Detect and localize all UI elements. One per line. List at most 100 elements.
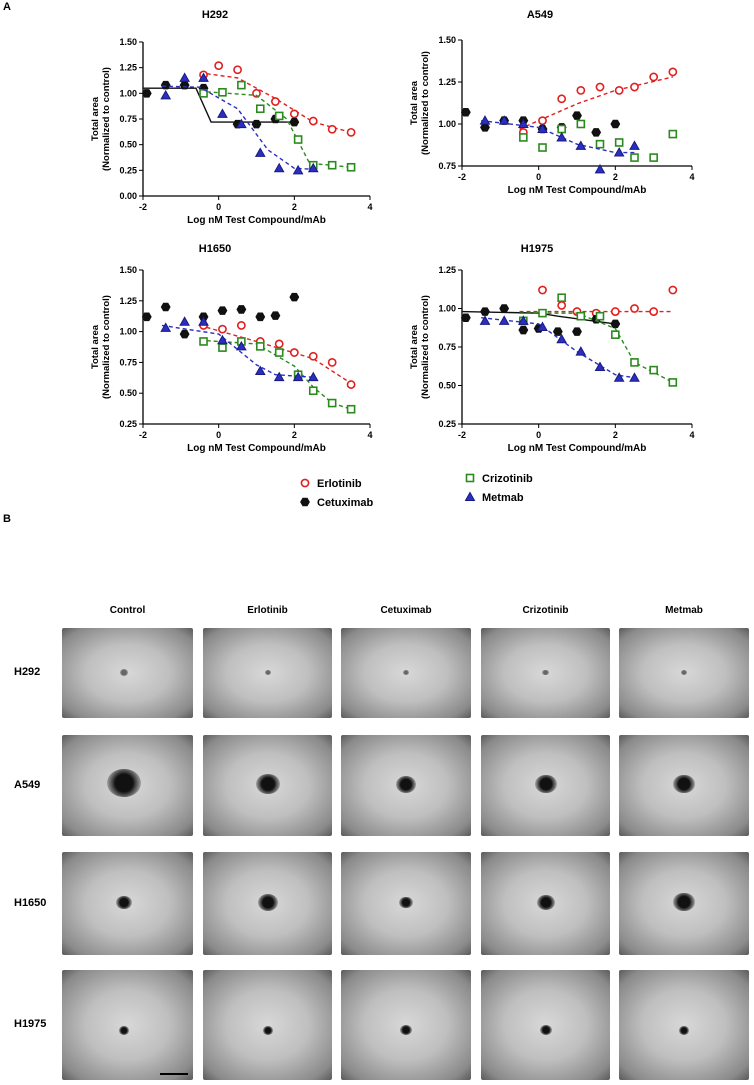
y-tick-label: 1.25: [119, 63, 137, 73]
y-axis-label: Total area: [409, 80, 420, 125]
spheroid: [118, 1026, 129, 1035]
marker: [308, 351, 318, 361]
marker: [537, 321, 548, 331]
marker: [498, 315, 510, 325]
marker: [572, 111, 582, 120]
marker: [613, 372, 625, 382]
marker: [179, 316, 190, 326]
marker: [289, 348, 299, 357]
marker: [217, 306, 228, 315]
y-axis-label: (Normalized to control): [420, 51, 431, 155]
y-tick-label: 0.50: [438, 381, 456, 391]
marker: [668, 67, 678, 77]
x-axis-label: Log nM Test Compound/mAb: [508, 443, 647, 454]
legend-label: Crizotinib: [482, 473, 533, 485]
marker: [610, 119, 621, 129]
micrograph: [481, 735, 610, 836]
micrograph: [481, 852, 610, 955]
marker: [594, 361, 606, 372]
micrograph: [619, 628, 749, 718]
x-axis-label: Log nM Test Compound/mAb: [187, 215, 326, 226]
legend-marker: [300, 478, 310, 488]
marker: [668, 378, 678, 387]
marker: [668, 129, 678, 139]
marker: [273, 371, 285, 382]
marker: [556, 333, 568, 344]
spheroid: [106, 768, 141, 798]
x-tick-label: 2: [292, 430, 297, 440]
marker: [614, 86, 624, 95]
marker: [327, 160, 337, 170]
y-tick-label: 0.50: [119, 140, 137, 150]
marker: [595, 82, 605, 92]
panel-label: B: [3, 513, 11, 525]
legend-marker: [464, 491, 476, 501]
marker: [217, 334, 228, 345]
spheroid: [399, 896, 413, 909]
fit-line: [143, 87, 295, 123]
y-axis-label: Total area: [409, 324, 420, 369]
marker: [518, 325, 529, 335]
marker: [519, 133, 528, 142]
marker: [610, 307, 620, 316]
y-tick-label: 0.75: [119, 357, 137, 367]
marker: [610, 319, 621, 329]
marker: [160, 302, 171, 312]
marker: [346, 162, 356, 172]
legend-label: Metmab: [482, 492, 524, 504]
y-tick-label: 1.00: [119, 88, 137, 98]
spheroid: [255, 773, 280, 794]
x-tick-label: 2: [292, 202, 297, 212]
x-tick-label: -2: [458, 430, 466, 440]
y-tick-label: 1.25: [119, 296, 137, 306]
marker: [254, 147, 266, 157]
y-axis-label: (Normalized to control): [101, 67, 112, 171]
y-tick-label: 0.75: [119, 114, 137, 124]
marker: [273, 162, 285, 173]
micrograph: [203, 628, 332, 718]
chart-title: H292: [202, 9, 228, 21]
marker: [214, 61, 224, 71]
marker: [552, 327, 563, 336]
marker: [591, 128, 602, 137]
marker: [346, 404, 356, 414]
scale-bar: [160, 1073, 188, 1075]
marker: [594, 163, 606, 174]
marker: [236, 340, 247, 351]
micrograph: [62, 735, 193, 836]
spheroid: [262, 1026, 273, 1035]
marker: [307, 371, 319, 382]
fit-line: [161, 324, 314, 378]
marker: [293, 135, 303, 144]
micrograph: [203, 970, 332, 1080]
marker: [327, 124, 337, 134]
marker: [629, 140, 640, 150]
marker: [649, 153, 658, 162]
spheroid: [396, 775, 416, 793]
spheroid: [400, 1025, 412, 1036]
y-axis-label: (Normalized to control): [420, 295, 431, 399]
marker: [613, 147, 625, 157]
marker: [517, 315, 529, 325]
fit-line: [519, 312, 674, 384]
x-tick-label: -2: [139, 202, 147, 212]
marker: [649, 72, 659, 82]
marker: [254, 365, 266, 376]
y-axis-label: (Normalized to control): [101, 295, 112, 399]
micrograph: [341, 852, 471, 955]
x-tick-label: 4: [367, 202, 372, 212]
marker: [274, 339, 284, 349]
x-tick-label: -2: [458, 172, 466, 182]
row-label: A549: [14, 778, 41, 791]
marker: [538, 285, 547, 295]
marker: [251, 119, 262, 129]
marker: [327, 398, 337, 408]
x-axis-label: Log nM Test Compound/mAb: [508, 185, 647, 196]
marker: [255, 104, 265, 114]
spheroid: [539, 1025, 552, 1036]
micrograph: [341, 735, 471, 836]
marker: [160, 89, 172, 100]
marker: [557, 301, 567, 310]
micrograph: [62, 628, 193, 718]
marker: [556, 131, 568, 142]
